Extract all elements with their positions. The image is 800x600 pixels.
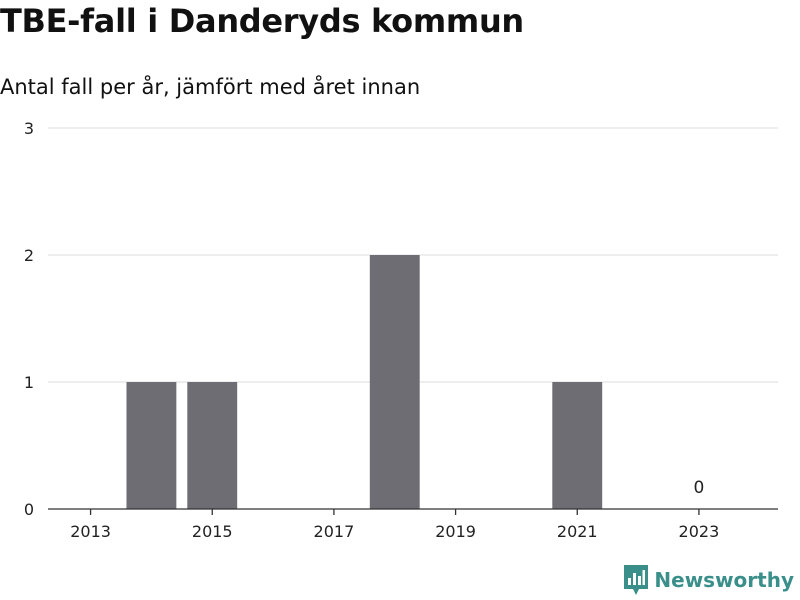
x-tick-label: 2019	[435, 522, 476, 541]
y-tick-label: 3	[24, 119, 34, 138]
x-tick-label: 2021	[557, 522, 598, 541]
y-tick-label: 0	[24, 500, 34, 519]
x-tick-label: 2015	[192, 522, 233, 541]
brand-logo: Newsworthy	[624, 565, 794, 595]
y-tick-label: 2	[24, 246, 34, 265]
data-label: 0	[694, 478, 705, 498]
x-tick-label: 2017	[314, 522, 355, 541]
bar	[126, 382, 177, 509]
bar	[552, 382, 603, 509]
chart-subtitle: Antal fall per år, jämfört med året inna…	[0, 75, 421, 99]
bar	[369, 255, 420, 509]
x-tick-label: 2013	[70, 522, 111, 541]
chart-title: TBE-fall i Danderyds kommun	[0, 2, 524, 40]
newsworthy-logo-icon	[624, 565, 649, 595]
x-tick-label: 2023	[679, 522, 720, 541]
brand-name: Newsworthy	[654, 568, 794, 592]
y-tick-label: 1	[24, 373, 34, 392]
bar	[187, 382, 238, 509]
